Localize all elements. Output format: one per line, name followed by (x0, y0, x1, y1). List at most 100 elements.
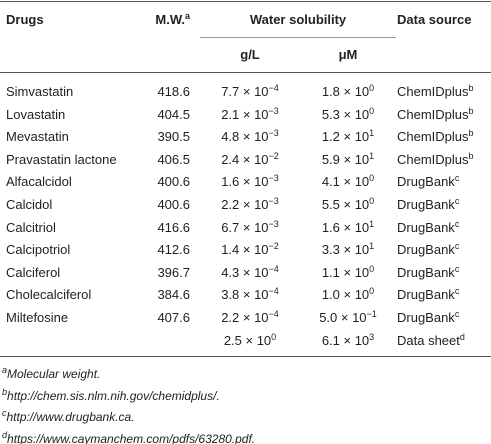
footnote-mark: c (454, 196, 460, 206)
source-name: DrugBank (397, 264, 455, 280)
data-source: DrugBankc (397, 197, 459, 213)
exponent: 1 (369, 128, 375, 139)
header-drugs: Drugs (6, 12, 44, 27)
footnote: bhttp://chem.sis.nlm.nih.gov/chemidplus/… (2, 387, 220, 404)
footnote-mark: a (184, 11, 190, 21)
solubility-um: 1.6 × 101 (300, 219, 396, 236)
header-rule (0, 72, 491, 73)
source-name: ChemIDplus (397, 84, 469, 99)
solubility-um: 5.9 × 101 (300, 150, 396, 168)
data-source: DrugBankc (397, 242, 459, 258)
top-rule (0, 1, 491, 2)
solubility-gl: 4.3 × 10−4 (200, 263, 300, 281)
solubility-gl: 2.2 × 10−4 (200, 310, 300, 326)
mantissa: 5.5 × 10 (321, 197, 370, 212)
header-gl: g/L (240, 47, 260, 62)
data-source: ChemIDplusb (397, 150, 474, 168)
data-source: Data sheetd (397, 331, 465, 349)
source-name: ChemIDplus (397, 106, 469, 122)
exponent: 1 (369, 241, 375, 252)
mantissa: 5.0 × 10 (319, 310, 367, 325)
exponent: −4 (268, 309, 279, 319)
molecular-weight: 384.6 (157, 287, 190, 303)
solubility-um: 1.1 × 100 (300, 263, 396, 281)
footnote-mark: b (468, 128, 474, 139)
footnote: chttp://www.drugbank.ca. (2, 409, 135, 425)
solubility-um: 6.1 × 103 (300, 331, 396, 349)
bottom-rule (0, 356, 491, 357)
exponent: 0 (369, 263, 375, 274)
exponent: −3 (268, 196, 279, 206)
drug-name: Cholecalciferol (6, 287, 92, 303)
mantissa: 1.1 × 10 (321, 264, 370, 280)
source-name: DrugBank (397, 287, 455, 303)
mantissa: 4.8 × 10 (221, 129, 269, 145)
solubility-gl: 6.7 × 10−3 (200, 219, 300, 236)
mantissa: 1.2 × 10 (321, 129, 370, 145)
solubility-gl: 7.7 × 10−4 (200, 84, 300, 100)
drug-name: Lovastatin (6, 106, 66, 122)
source-name: DrugBank (397, 310, 455, 325)
molecular-weight: 416.6 (157, 219, 190, 235)
drug-name: Miltefosine (6, 310, 69, 325)
mantissa: 7.7 × 10 (221, 84, 269, 99)
exponent: 0 (369, 286, 375, 297)
drug-name: Calcipotriol (6, 242, 71, 258)
solubility-gl: 2.4 × 10−2 (200, 150, 300, 168)
exponent: 3 (369, 331, 375, 342)
solubility-gl: 2.5 × 100 (200, 332, 300, 349)
mantissa: 4.3 × 10 (221, 264, 269, 280)
exponent: 0 (369, 196, 375, 206)
mantissa: 1.6 × 10 (321, 219, 370, 235)
solubility-um: 5.5 × 100 (300, 197, 396, 213)
source-name: DrugBank (397, 197, 455, 212)
header-um: μM (338, 47, 358, 62)
exponent: 0 (369, 105, 375, 116)
header-mw-text: M.W. (155, 12, 185, 27)
data-source: DrugBankc (397, 310, 459, 326)
drug-name: Calciferol (6, 264, 61, 280)
exponent: 1 (369, 150, 375, 161)
molecular-weight: 406.5 (157, 151, 190, 167)
solubility-gl: 1.4 × 10−2 (200, 242, 300, 258)
exponent: −2 (268, 150, 279, 161)
data-source: DrugBankc (397, 287, 459, 303)
footnote-mark: b (468, 83, 474, 93)
drug-name: Pravastatin lactone (6, 151, 117, 167)
source-name: DrugBank (397, 242, 455, 258)
data-source: ChemIDplusb (397, 129, 474, 145)
mantissa: 6.1 × 10 (321, 332, 370, 348)
exponent: −3 (268, 105, 279, 116)
footnote-text: Molecular weight. (7, 367, 101, 381)
exponent: −4 (268, 263, 279, 274)
solubility-um: 1.2 × 101 (300, 129, 396, 145)
exponent: −1 (366, 309, 377, 319)
footnote-mark: a (2, 365, 8, 375)
solubility-um: 5.3 × 100 (300, 105, 396, 123)
exponent: −2 (268, 241, 279, 252)
footnote-mark: b (468, 150, 474, 161)
solubility-gl: 1.6 × 10−3 (200, 174, 300, 190)
footnote-mark: d (459, 331, 465, 342)
mantissa: 6.7 × 10 (221, 219, 269, 235)
mantissa: 1.8 × 10 (321, 84, 370, 99)
drug-name: Alfacalcidol (6, 174, 72, 190)
molecular-weight: 404.5 (157, 106, 190, 122)
solubility-um: 4.1 × 100 (300, 174, 396, 190)
header-mw: M.W.a (155, 12, 190, 28)
solubility-um: 1.8 × 100 (300, 84, 396, 100)
group-rule (200, 37, 396, 38)
drug-name: Calcitriol (6, 219, 56, 235)
source-name: ChemIDplus (397, 151, 469, 167)
molecular-weight: 400.6 (157, 197, 190, 212)
source-name: DrugBank (397, 174, 455, 190)
mantissa: 5.9 × 10 (321, 151, 370, 167)
footnote-text: http://chem.sis.nlm.nih.gov/chemidplus/. (7, 388, 220, 403)
solubility-gl: 2.1 × 10−3 (200, 105, 300, 123)
drug-name: Calcidol (6, 197, 53, 212)
header-group: Water solubility (249, 12, 347, 27)
data-source: DrugBankc (397, 219, 459, 236)
footnote-text: http://www.drugbank.ca. (6, 410, 135, 424)
data-source: ChemIDplusb (397, 106, 474, 123)
